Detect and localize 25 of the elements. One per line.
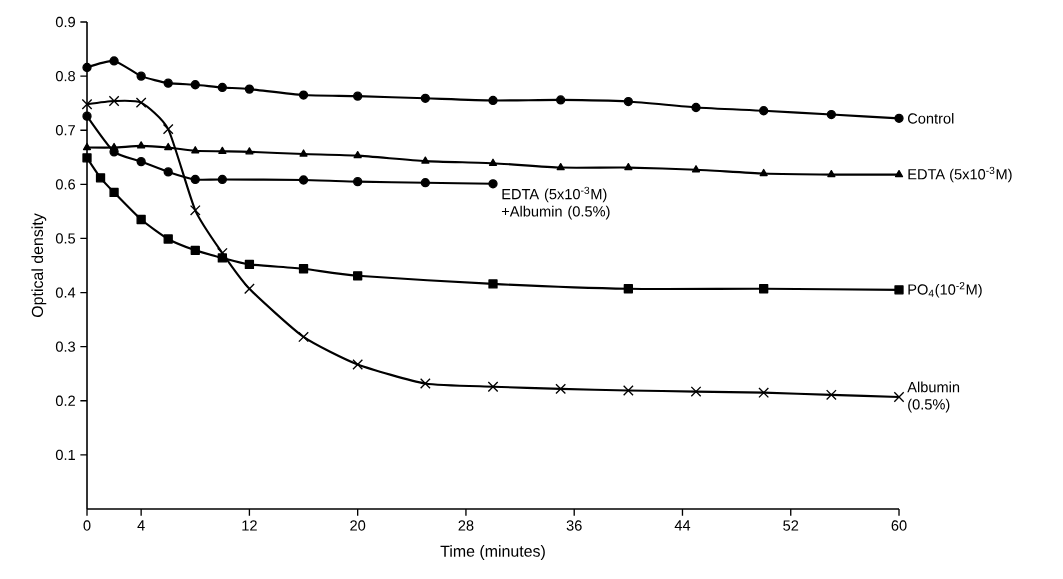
y-tick-label: 0.7 — [55, 125, 75, 136]
y-tick-label: 0.8 — [55, 70, 76, 82]
y-tick-label: 0.4 — [55, 287, 76, 298]
y-axis-title: Optical density — [31, 213, 47, 318]
y-tick-label: 0.2 — [55, 395, 75, 406]
x-tick-label: 12 — [242, 520, 257, 531]
x-tick-label: 28 — [458, 520, 474, 531]
x-tick-label: 0 — [83, 520, 91, 531]
x-tick-label: 52 — [783, 520, 799, 531]
series-label: PO$_{4}$(10$^{-2}$M) — [908, 282, 982, 298]
x-tick-label: 44 — [674, 520, 691, 531]
series-label: EDTA (5x10$^{-3}$M) +Albumin (0.5%) — [501, 186, 610, 220]
x-tick-label: 60 — [891, 520, 907, 531]
series-label: Control — [908, 112, 954, 124]
x-tick-label: 20 — [350, 520, 366, 531]
y-tick-label: 0.3 — [55, 341, 76, 352]
series-label: Albumin (0.5%) — [907, 381, 960, 413]
y-tick-label: 0.1 — [55, 449, 75, 461]
y-tick-label: 0.9 — [55, 16, 75, 28]
x-tick-label: 36 — [566, 520, 582, 531]
series-label: EDTA (5x10$^{-3}$M) — [908, 166, 1012, 183]
x-tick-label: 4 — [137, 520, 145, 531]
x-axis-title: Time (minutes) — [440, 545, 545, 560]
y-tick-label: 0.5 — [55, 233, 76, 244]
y-tick-label: 0.6 — [55, 179, 76, 190]
